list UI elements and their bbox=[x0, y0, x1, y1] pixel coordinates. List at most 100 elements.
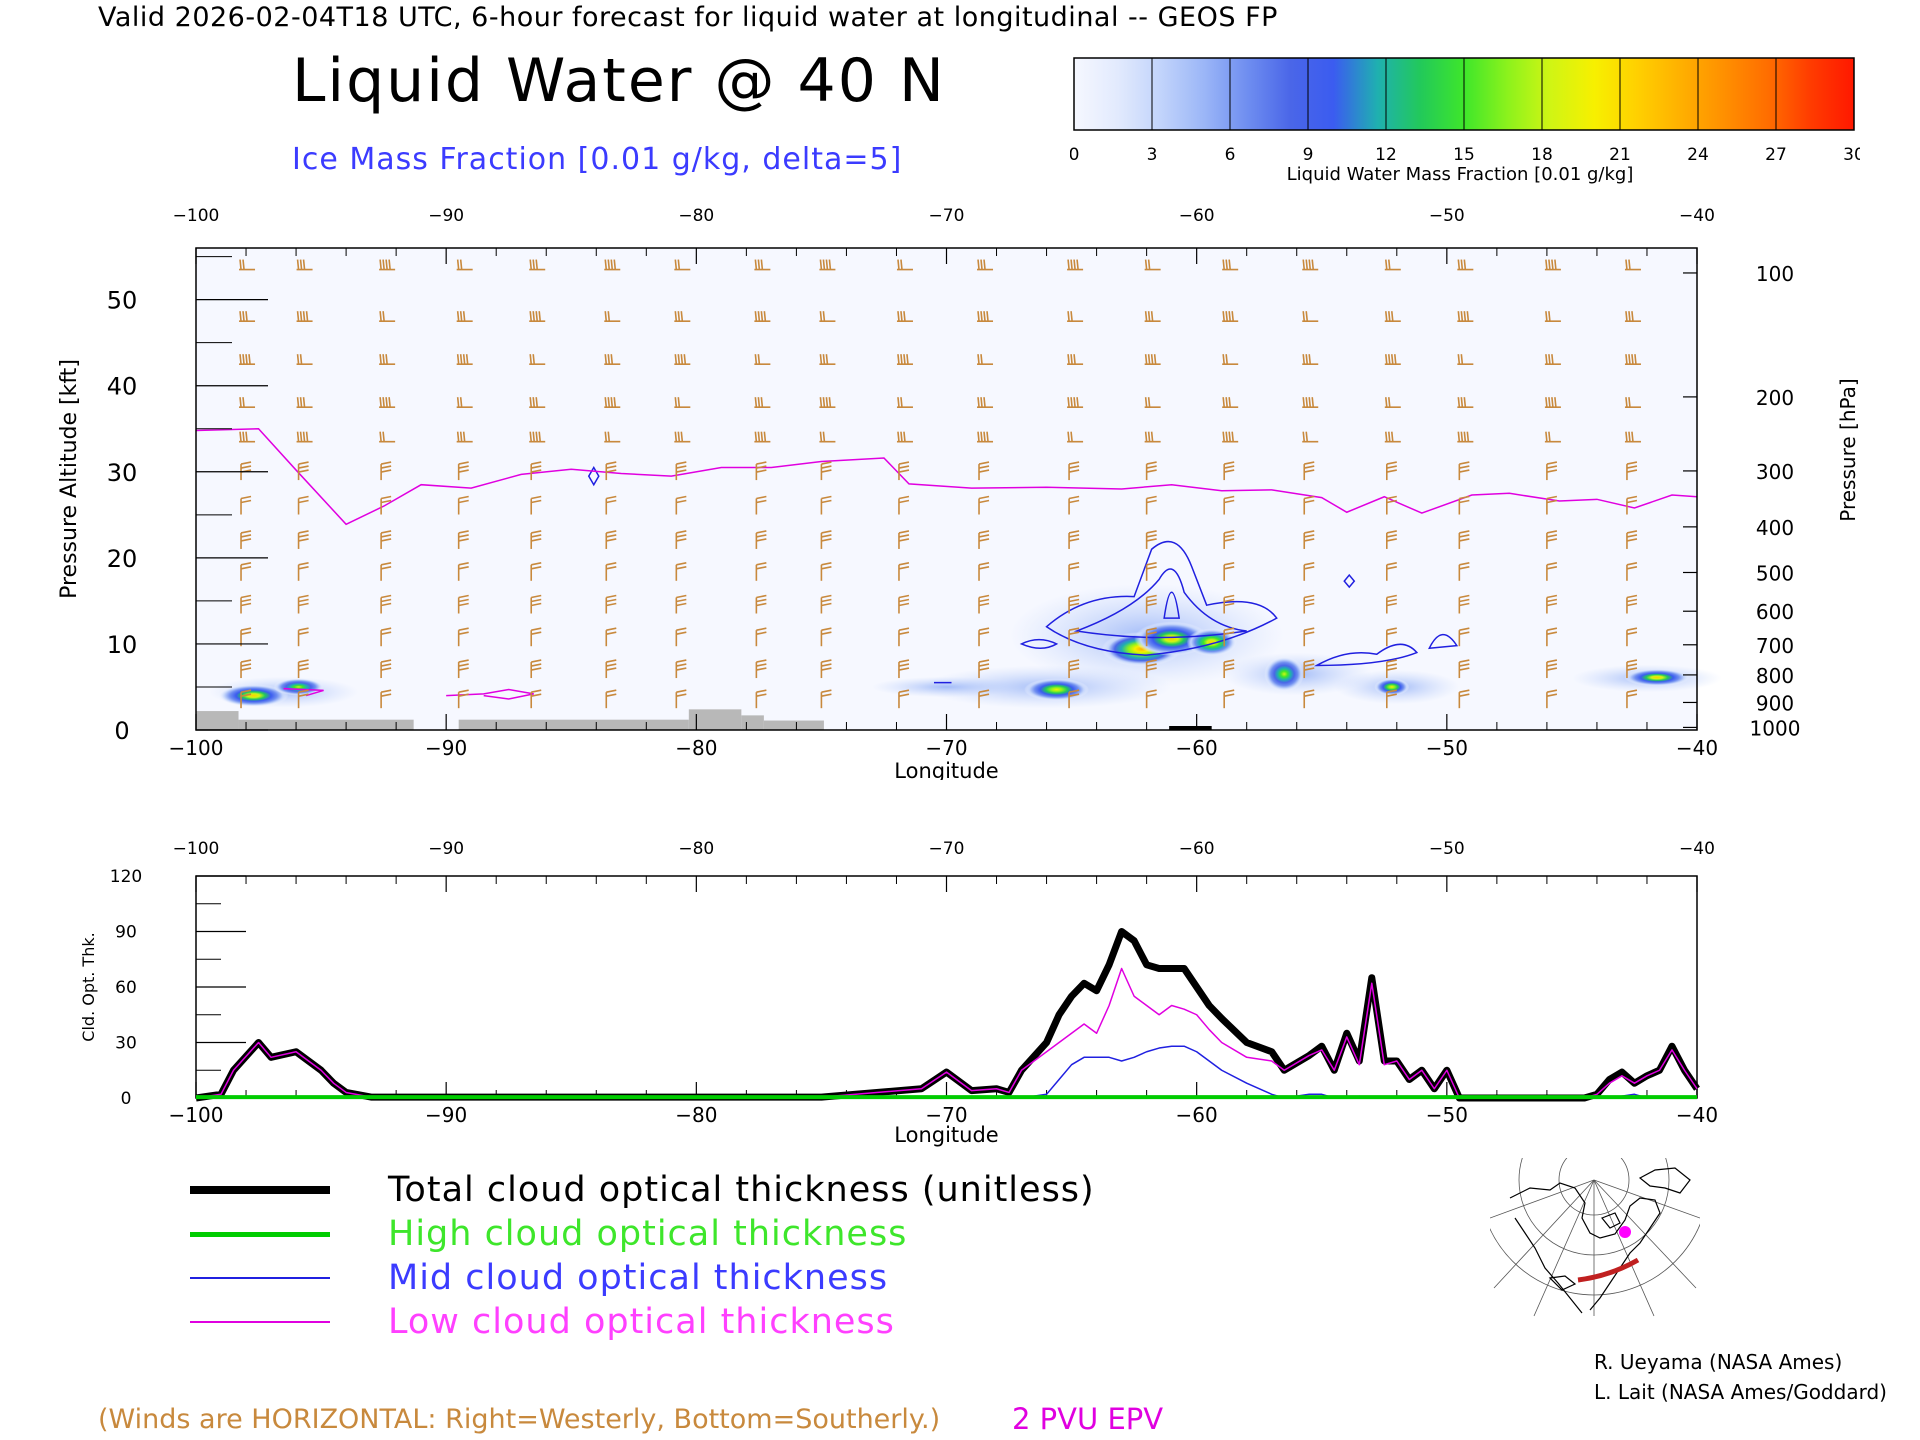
y-tick-label: 40 bbox=[107, 373, 138, 401]
x-tick-label: −100 bbox=[169, 736, 224, 760]
x-tick-label-top: −40 bbox=[1679, 206, 1715, 226]
pressure-tick-label: 500 bbox=[1756, 561, 1794, 585]
colorbar-tick-label: 18 bbox=[1531, 145, 1553, 165]
y-tick-label: 50 bbox=[107, 287, 138, 315]
x-tick-label-top: −50 bbox=[1429, 206, 1465, 226]
liquid-water-blob bbox=[1374, 678, 1409, 695]
cloud-haze bbox=[872, 677, 1022, 698]
terrain bbox=[239, 720, 414, 730]
x-tick-label: −50 bbox=[1426, 736, 1468, 760]
map-coastlines bbox=[1510, 1168, 1690, 1313]
x-tick-label: −60 bbox=[1176, 736, 1218, 760]
legend-label: Mid cloud optical thickness bbox=[388, 1258, 888, 1298]
plot-frame bbox=[196, 876, 1697, 1098]
y-tick-label: 10 bbox=[107, 631, 138, 659]
x-tick-label-top: −70 bbox=[929, 839, 965, 859]
low-cloud-line bbox=[196, 969, 1697, 1099]
y-tick-label: 120 bbox=[110, 867, 142, 887]
y-tick-label: 30 bbox=[107, 459, 138, 487]
y-axis-label: Cld. Opt. Thk. bbox=[79, 932, 98, 1041]
forecast-header: Valid 2026-02-04T18 UTC, 6-hour forecast… bbox=[98, 2, 1278, 33]
x-tick-label-top: −100 bbox=[173, 839, 220, 859]
x-tick-label: −40 bbox=[1676, 1103, 1718, 1127]
legend-swatch bbox=[190, 1232, 330, 1237]
colorbar: 0 3 6 9 12 15 18 21 24 27 30 bbox=[1070, 56, 1860, 166]
pressure-tick-label: 800 bbox=[1756, 664, 1794, 688]
x-tick-label: −50 bbox=[1426, 1103, 1468, 1127]
colorbar-tick-label: 15 bbox=[1453, 145, 1475, 165]
pressure-axis-label: Pressure [hPa] bbox=[1836, 378, 1860, 521]
legend-swatch bbox=[190, 1321, 330, 1323]
pressure-tick-label: 400 bbox=[1756, 516, 1794, 540]
y-tick-label: 60 bbox=[115, 978, 137, 998]
liquid-water-blob bbox=[1264, 657, 1304, 691]
cross-section-track bbox=[1578, 1260, 1638, 1280]
legend-swatch bbox=[190, 1186, 330, 1194]
terrain bbox=[459, 720, 689, 730]
plot-background bbox=[196, 248, 1697, 730]
colorbar-tick-label: 6 bbox=[1225, 145, 1236, 165]
chart-title: Liquid Water @ 40 N bbox=[292, 46, 946, 116]
liquid-water-blob bbox=[1624, 669, 1689, 686]
legend-label: High cloud optical thickness bbox=[388, 1214, 907, 1254]
winds-note: (Winds are HORIZONTAL: Right=Westerly, B… bbox=[98, 1404, 940, 1435]
colorbar-tick-label: 30 bbox=[1843, 145, 1860, 165]
x-tick-label-top: −90 bbox=[428, 206, 464, 226]
x-tick-label: −90 bbox=[425, 736, 467, 760]
x-tick-label-top: −90 bbox=[428, 839, 464, 859]
legend-label: Low cloud optical thickness bbox=[388, 1302, 895, 1342]
colorbar-tick-label: 27 bbox=[1765, 145, 1787, 165]
x-tick-label-top: −60 bbox=[1179, 206, 1215, 226]
legend: Total cloud optical thickness (unitless)… bbox=[190, 1170, 1170, 1350]
pressure-tick-label: 200 bbox=[1756, 386, 1794, 410]
location-marker bbox=[1619, 1226, 1631, 1238]
y-tick-label: 20 bbox=[107, 545, 138, 573]
pressure-tick-label: 600 bbox=[1756, 600, 1794, 624]
colorbar-label: Liquid Water Mass Fraction [0.01 g/kg] bbox=[1070, 164, 1850, 185]
pressure-tick-label: 700 bbox=[1756, 634, 1794, 658]
y-axis-label: Pressure Altitude [kft] bbox=[57, 359, 82, 599]
colorbar-tick-label: 0 bbox=[1070, 145, 1079, 165]
colorbar-tick-label: 24 bbox=[1687, 145, 1709, 165]
y-tick-label: 0 bbox=[114, 717, 129, 745]
pvu-note: 2 PVU EPV bbox=[1012, 1402, 1163, 1436]
x-tick-label-top: −80 bbox=[678, 839, 714, 859]
credit-line-1: R. Ueyama (NASA Ames) bbox=[1594, 1350, 1842, 1374]
locator-map bbox=[1490, 1158, 1700, 1318]
terrain bbox=[764, 721, 824, 730]
liquid-water-blob bbox=[1024, 678, 1089, 700]
x-tick-label: −40 bbox=[1676, 736, 1718, 760]
legend-swatch bbox=[190, 1277, 330, 1279]
x-tick-label: −80 bbox=[675, 736, 717, 760]
colorbar-tick-label: 21 bbox=[1609, 145, 1631, 165]
y-tick-label: 30 bbox=[115, 1034, 137, 1054]
colorbar-tick-label: 9 bbox=[1303, 145, 1314, 165]
x-axis-label: Longitude bbox=[894, 1123, 998, 1147]
x-tick-label: −60 bbox=[1176, 1103, 1218, 1127]
x-tick-label: −70 bbox=[925, 736, 967, 760]
terrain bbox=[196, 711, 239, 730]
terrain bbox=[741, 715, 764, 730]
ice-contour-subtitle: Ice Mass Fraction [0.01 g/kg, delta=5] bbox=[292, 142, 902, 177]
pressure-tick-label: 1000 bbox=[1750, 716, 1801, 740]
pressure-tick-label: 100 bbox=[1756, 262, 1794, 286]
liquid-water-cross-section: −100 −100 −90 −90 −80 −80 −70 −70 −60 −60 −50 −50 −4… bbox=[0, 200, 1920, 780]
x-tick-label-top: −70 bbox=[929, 206, 965, 226]
colorbar-tick-label: 12 bbox=[1375, 145, 1397, 165]
x-tick-label-top: −60 bbox=[1179, 839, 1215, 859]
x-tick-label-top: −80 bbox=[678, 206, 714, 226]
y-tick-label: 0 bbox=[121, 1089, 132, 1109]
x-axis-label: Longitude bbox=[894, 759, 998, 780]
pressure-tick-label: 900 bbox=[1756, 691, 1794, 715]
y-tick-label: 90 bbox=[115, 923, 137, 943]
x-tick-label: −80 bbox=[675, 1103, 717, 1127]
x-tick-label-top: −50 bbox=[1429, 839, 1465, 859]
cloud-optical-thickness-chart: −100−100−90−90−80−80−70−70−60−60−50−50−4… bbox=[0, 820, 1920, 1150]
pressure-tick-label: 300 bbox=[1756, 460, 1794, 484]
colorbar-tick-label: 3 bbox=[1147, 145, 1158, 165]
x-tick-label-top: −100 bbox=[173, 206, 220, 226]
legend-label: Total cloud optical thickness (unitless) bbox=[388, 1170, 1095, 1210]
map-graticule bbox=[1490, 1158, 1700, 1316]
credit-line-2: L. Lait (NASA Ames/Goddard) bbox=[1594, 1380, 1887, 1404]
x-tick-label: −100 bbox=[169, 1103, 224, 1127]
